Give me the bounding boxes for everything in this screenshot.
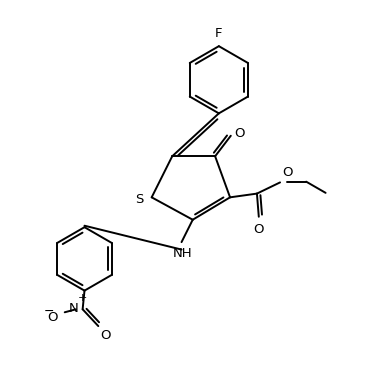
Text: F: F bbox=[215, 27, 223, 40]
Text: NH: NH bbox=[172, 247, 192, 259]
Text: O: O bbox=[282, 167, 293, 179]
Text: S: S bbox=[135, 193, 144, 206]
Text: +: + bbox=[78, 293, 87, 303]
Text: N: N bbox=[68, 302, 78, 315]
Text: O: O bbox=[253, 223, 263, 236]
Text: O: O bbox=[101, 329, 111, 342]
Text: −: − bbox=[44, 305, 54, 318]
Text: O: O bbox=[47, 311, 57, 324]
Text: O: O bbox=[234, 127, 245, 140]
